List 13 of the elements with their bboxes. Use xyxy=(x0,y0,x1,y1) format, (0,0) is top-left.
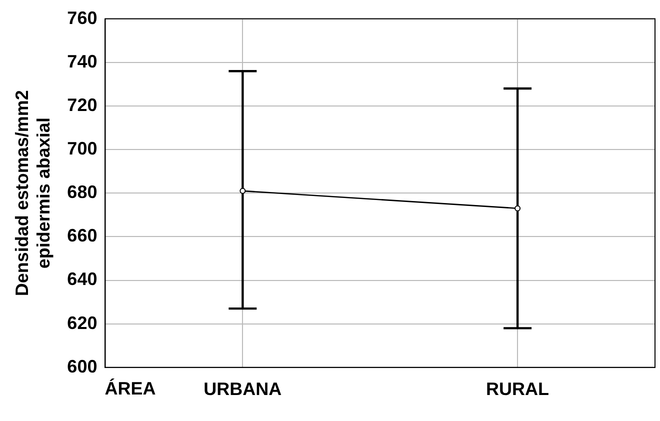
x-axis-title: ÁREA xyxy=(104,378,156,398)
y-tick-label: 640 xyxy=(67,269,98,290)
y-tick-label: 660 xyxy=(67,226,98,246)
y-tick-label: 700 xyxy=(67,138,98,158)
y-axis-title: Densidad estomas/mm2 epidermis abaxial xyxy=(12,90,54,296)
y-tick-label: 600 xyxy=(67,356,98,376)
x-tick-label: RURAL xyxy=(486,379,550,400)
y-tick-label: 740 xyxy=(67,51,98,72)
y-tick-label: 760 xyxy=(67,8,98,28)
y-tick-label: 620 xyxy=(67,312,98,333)
y-tick-label: 720 xyxy=(67,94,98,115)
y-tick-label: 680 xyxy=(67,182,98,202)
x-tick-label: URBANA xyxy=(204,379,282,400)
